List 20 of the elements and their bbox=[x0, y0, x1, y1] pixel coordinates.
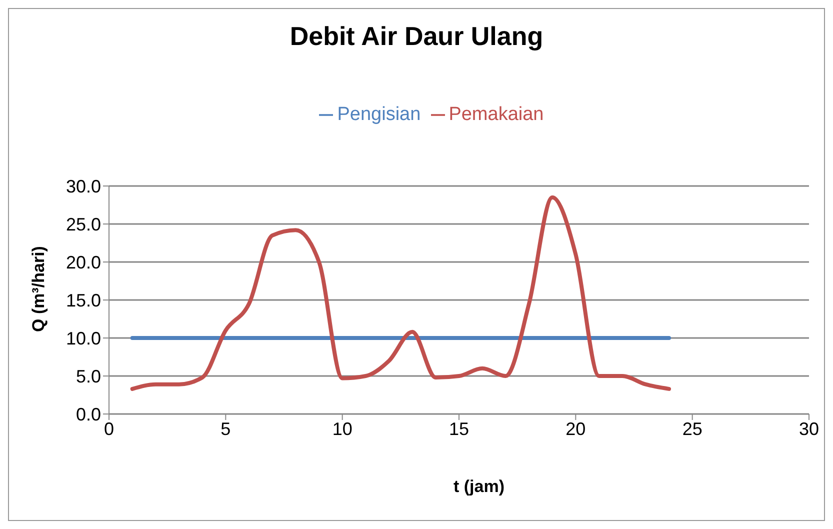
y-tick-label: 10.0 bbox=[66, 328, 101, 348]
x-tick-label: 15 bbox=[448, 418, 470, 439]
y-tick-label: 5.0 bbox=[76, 366, 101, 386]
x-tick-label: 10 bbox=[332, 418, 352, 439]
x-axis-title: t (jam) bbox=[454, 477, 504, 497]
x-tick-label: 25 bbox=[682, 418, 702, 439]
legend-label: Pengisian bbox=[337, 104, 421, 125]
y-tick-label: 25.0 bbox=[66, 214, 101, 234]
x-tick-label: 30 bbox=[798, 418, 820, 439]
y-tick-label: 30.0 bbox=[66, 176, 101, 196]
y-axis-title: Q (m³/hari) bbox=[29, 246, 49, 332]
y-tick-label: 20.0 bbox=[66, 252, 101, 272]
x-tick-label: 20 bbox=[566, 418, 586, 439]
legend-label: Pemakaian bbox=[448, 104, 544, 125]
y-tick-label: 15.0 bbox=[66, 290, 101, 310]
x-tick-label: 5 bbox=[220, 418, 231, 439]
y-tick-label: 0.0 bbox=[76, 404, 101, 424]
line-series bbox=[130, 195, 671, 391]
chart-title: Debit Air Daur Ulang bbox=[288, 21, 544, 52]
x-tick-label: 0 bbox=[104, 418, 114, 439]
